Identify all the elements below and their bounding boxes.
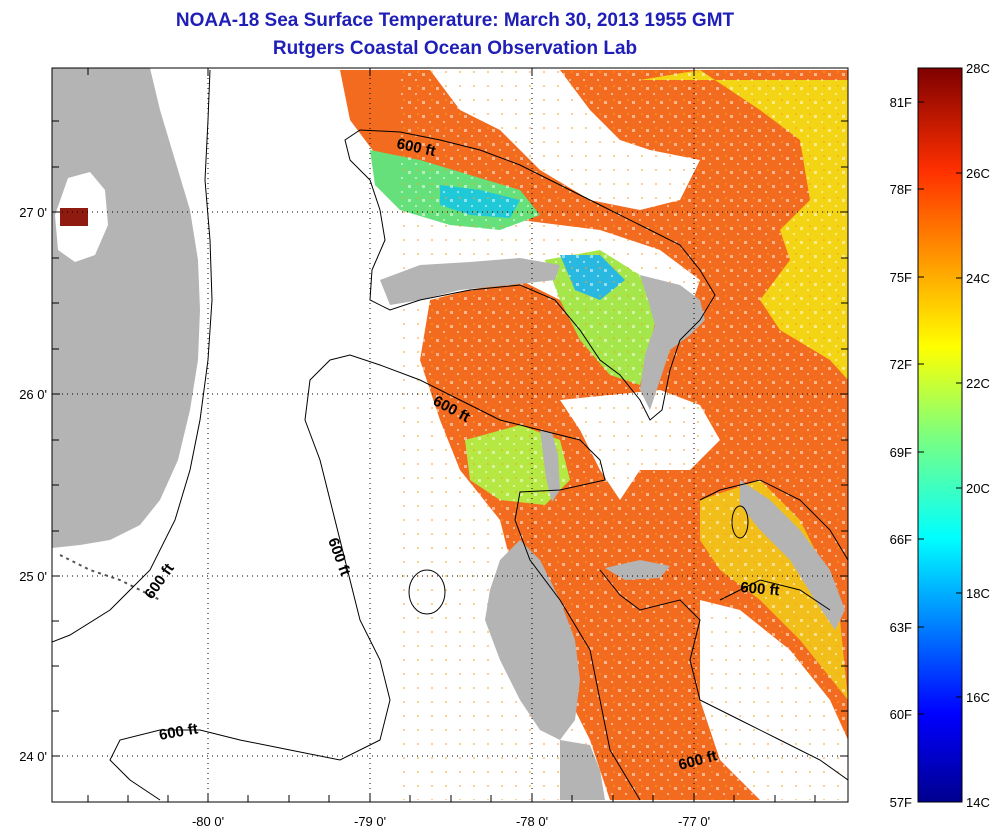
colorbar-f-label-5: 69F: [890, 445, 912, 460]
colorbar-c-label-2: 26C: [966, 166, 990, 181]
colorbar-c-label-6: 18C: [966, 586, 990, 601]
colorbar-c-label-3: 24C: [966, 271, 990, 286]
contour-eleuthera-bank: [731, 505, 749, 539]
colorbar-c-label-5: 20C: [966, 481, 990, 496]
florida-keys: [59, 554, 161, 601]
y-tick-label-4: 24 0': [19, 749, 47, 764]
contour-florida-strait: [109, 359, 391, 801]
contour-southeast: [599, 569, 848, 781]
axis-ticks: [52, 68, 848, 802]
x-tick-label-2: -79 0': [354, 814, 386, 829]
contour-label-6: 600 ft: [740, 579, 781, 599]
plot-frame: [51, 67, 849, 803]
colorbar-c-label-8: 14C: [966, 795, 990, 810]
contour-great-bahama-bank: [329, 354, 641, 801]
colorbar: [917, 67, 963, 803]
colorbar-f-label-1: 81F: [890, 95, 912, 110]
eleuthera-land: [740, 480, 845, 630]
sst-plot-area: 600 ft 600 ft 600 ft 600 ft 600 ft 600 f…: [52, 68, 848, 802]
warm-lake-pixels: [60, 208, 88, 226]
map-title: NOAA-18 Sea Surface Temperature: March 3…: [175, 10, 735, 31]
contour-seamount: [408, 569, 446, 615]
y-tick-label-1: 27 0': [19, 205, 47, 220]
x-tick-label-4: -77 0': [678, 814, 710, 829]
abaco-land: [640, 275, 705, 410]
colorbar-f-label-7: 63F: [890, 620, 912, 635]
berry-islands: [540, 430, 560, 502]
colorbar-f-label-6: 66F: [890, 532, 912, 547]
colorbar-ticks: [918, 67, 962, 715]
contour-little-bahama-bank: [344, 129, 716, 421]
colorbar-f-label-9: 57F: [890, 795, 912, 810]
y-tick-label-2: 26 0': [19, 387, 47, 402]
y-tick-label-3: 25 0': [19, 569, 47, 584]
bathymetry-contours: [52, 69, 848, 801]
colorbar-f-label-8: 60F: [890, 707, 912, 722]
andros-land: [485, 540, 580, 740]
nassau-area: [605, 560, 670, 580]
colorbar-f-label-3: 75F: [890, 270, 912, 285]
grand-bahama-land: [380, 258, 560, 305]
colorbar-c-label-4: 22C: [966, 376, 990, 391]
andros-south: [560, 740, 605, 800]
colorbar-c-label-7: 16C: [966, 690, 990, 705]
contour-label-5: 600 ft: [158, 720, 200, 744]
colorbar-f-label-4: 72F: [890, 357, 912, 372]
x-tick-label-3: -78 0': [516, 814, 548, 829]
map-subtitle: Rutgers Coastal Ocean Observation Lab: [272, 38, 638, 59]
colorbar-c-label-1: 28C: [966, 61, 990, 76]
contour-exuma: [699, 479, 848, 611]
x-tick-label-1: -80 0': [192, 814, 224, 829]
contour-florida-shelf: [52, 69, 213, 643]
colorbar-f-label-2: 78F: [890, 182, 912, 197]
